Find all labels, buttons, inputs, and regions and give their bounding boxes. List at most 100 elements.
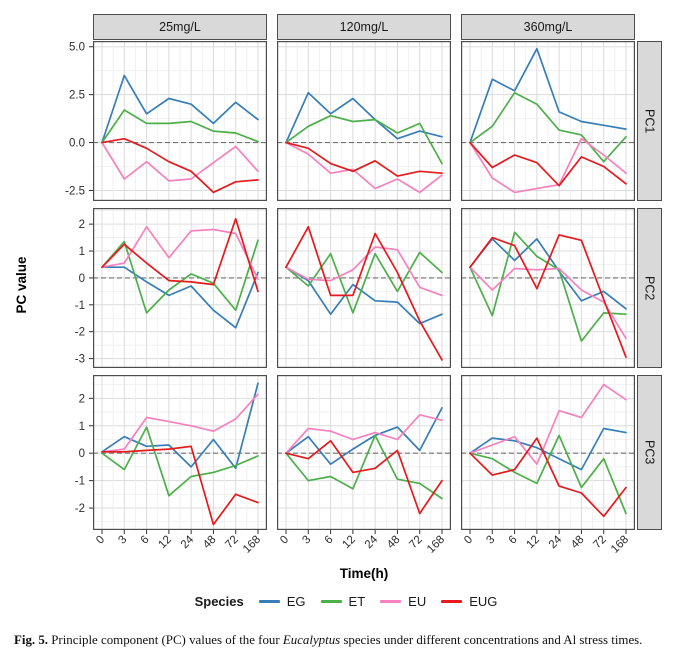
panel-pc2-25mgL <box>93 208 267 368</box>
line-et <box>285 434 443 500</box>
x-tick-label: 48 <box>569 534 587 552</box>
facet-strip-label: PC3 <box>642 440 657 465</box>
facet-strip-label: 120mg/L <box>339 20 389 34</box>
legend: Species EG ET EU EUG <box>0 594 692 609</box>
panel-pc1-360mgL <box>461 41 635 201</box>
caption-text-1: Principle component (PC) values of the f… <box>48 633 283 647</box>
line-eu <box>469 383 627 466</box>
figure-caption: Fig. 5. Principle component (PC) values … <box>14 633 684 648</box>
x-tick-label: 0 <box>94 534 107 547</box>
facet-strip-label: PC2 <box>642 275 657 301</box>
y-tick-label: -2 <box>75 503 85 515</box>
line-eug <box>285 141 443 177</box>
line-eg <box>469 427 627 471</box>
y-axis-title: PC value <box>14 256 29 314</box>
line-eug <box>469 234 627 359</box>
x-axis-title: Time(h) <box>339 566 389 581</box>
x-tick-label: 0 <box>462 534 475 547</box>
y-tick-label: 2 <box>79 219 85 231</box>
x-tick-label: 48 <box>201 534 219 552</box>
y-tick-label: 2 <box>79 393 85 405</box>
y-tick-label: 5.0 <box>69 42 85 54</box>
line-et <box>101 109 259 144</box>
y-tick-label: 0 <box>79 273 85 285</box>
facet-strip-label: 25mg/L <box>159 20 201 34</box>
facet-strip-25mgl: 25mg/L <box>93 14 267 40</box>
panel-pc3-120mgL <box>277 375 451 530</box>
x-tick-label: 3 <box>484 534 497 547</box>
y-tick-label: 0.0 <box>69 138 85 150</box>
x-tick-label: 168 <box>425 534 447 556</box>
line-eg <box>469 238 627 310</box>
line-eu <box>469 266 627 340</box>
x-tick-label: 0 <box>278 534 291 547</box>
y-tick-label: -1 <box>75 476 85 488</box>
y-tick-label: -2 <box>75 327 85 339</box>
x-tick-label: 168 <box>609 534 631 556</box>
line-swatch-icon <box>320 600 342 603</box>
line-eu <box>285 246 443 297</box>
line-eug <box>101 445 259 526</box>
line-eu <box>101 393 259 453</box>
x-tick-label: 12 <box>156 534 174 552</box>
line-swatch-icon <box>258 600 280 603</box>
facet-strip-120mgl: 120mg/L <box>277 14 451 40</box>
panel-border <box>461 208 635 368</box>
facet-strip-pc3: PC3 <box>637 375 662 530</box>
line-eug <box>285 225 443 361</box>
x-tick-label: 6 <box>323 534 336 547</box>
y-tick-label: 1 <box>79 246 85 258</box>
legend-item-et: ET <box>320 594 365 609</box>
caption-text-2: species under different concentrations a… <box>340 633 643 647</box>
line-eu <box>285 141 443 194</box>
y-tick-label: -3 <box>75 354 85 366</box>
caption-species: Eucalyptus <box>282 633 341 647</box>
legend-item-eg: EG <box>258 594 306 609</box>
line-eg <box>285 407 443 466</box>
line-et <box>469 434 627 515</box>
x-tick-label: 72 <box>223 534 241 552</box>
x-tick-label: 24 <box>547 533 565 551</box>
line-eug <box>101 217 259 293</box>
x-tick-label: 72 <box>591 534 609 552</box>
y-axis-pc2: 2 1 0 -1 -2 -3 <box>75 219 93 366</box>
x-tick-label: 12 <box>524 534 542 552</box>
legend-label: EUG <box>469 594 498 609</box>
line-eg <box>101 382 259 470</box>
x-tick-label: 6 <box>507 534 520 547</box>
facet-strip-pc2: PC2 <box>637 208 662 368</box>
panel-border <box>277 375 451 530</box>
legend-title: Species <box>194 594 244 609</box>
facet-strip-pc1: PC1 <box>637 41 662 201</box>
y-tick-label: -2.5 <box>65 185 85 197</box>
line-et <box>285 251 443 314</box>
panel-pc2-360mgL <box>461 208 635 368</box>
x-tick-label: 48 <box>385 534 403 552</box>
legend-item-eu: EU <box>380 594 426 609</box>
panel-pc1-120mgL <box>277 41 451 201</box>
line-eu <box>285 413 443 455</box>
panel-border <box>93 208 267 368</box>
y-tick-label: -1 <box>75 300 85 312</box>
line-eg <box>285 266 443 325</box>
x-tick-label: 6 <box>139 534 152 547</box>
line-et <box>285 114 443 165</box>
y-tick-label: 0 <box>79 448 85 460</box>
line-et <box>469 91 627 163</box>
line-eug <box>101 137 259 194</box>
x-tick-label: 24 <box>363 533 381 551</box>
legend-label: EG <box>286 594 306 609</box>
facet-strip-360mgl: 360mg/L <box>461 14 635 40</box>
line-eug <box>469 437 627 518</box>
line-eu <box>101 141 259 182</box>
line-eg <box>101 74 259 144</box>
line-eg <box>285 91 443 144</box>
x-axis-25mgL: 0 3 6 12 24 48 72 168 <box>94 530 263 556</box>
legend-label: EU <box>408 594 427 609</box>
y-axis-pc3: 2 1 0 -1 -2 <box>75 393 93 515</box>
line-eug <box>285 439 443 515</box>
x-tick-label: 3 <box>116 534 129 547</box>
line-eu <box>101 225 259 281</box>
panel-pc1-25mgL <box>93 41 267 201</box>
